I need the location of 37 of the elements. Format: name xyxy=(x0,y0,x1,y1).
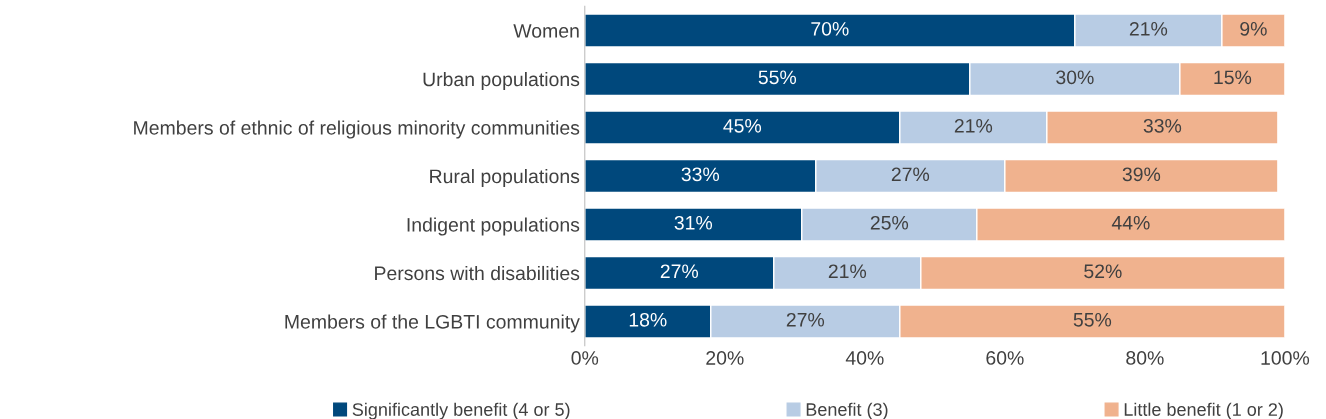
legend-label: Little benefit (1 or 2) xyxy=(1124,402,1283,419)
x-tick-label: 80% xyxy=(1126,351,1164,365)
legend-label: Benefit (3) xyxy=(806,402,888,419)
y-tick-label: Persons with disabilities xyxy=(375,265,580,281)
data-label: 31% xyxy=(674,215,713,230)
y-tick-label: Members of ethnic of religious minority communities xyxy=(134,120,580,139)
data-label: 15% xyxy=(1214,70,1252,85)
y-tick-label: Rural populations xyxy=(430,168,580,188)
data-label: 21% xyxy=(1129,21,1168,36)
data-label: 55% xyxy=(758,70,797,85)
data-label: 27% xyxy=(891,167,930,182)
y-tick-label: Urban populations xyxy=(423,71,580,91)
data-label: 27% xyxy=(786,312,825,327)
data-label: 30% xyxy=(1056,70,1094,85)
data-label: 27% xyxy=(660,264,699,279)
data-label: 55% xyxy=(1073,312,1112,327)
y-tick-label: Women xyxy=(513,24,579,38)
y-tick-label: Members of the LGBTI community xyxy=(285,314,580,333)
data-label: 52% xyxy=(1084,264,1122,279)
data-label: 9% xyxy=(1240,21,1267,36)
data-label: 44% xyxy=(1111,216,1150,230)
data-label: 21% xyxy=(828,264,867,279)
data-label: 33% xyxy=(681,167,720,182)
data-label: 39% xyxy=(1122,167,1161,182)
data-label: 33% xyxy=(1143,118,1182,133)
x-tick-label: 40% xyxy=(845,351,884,365)
y-tick-label: Indigent populations xyxy=(407,217,580,236)
x-tick-label: 20% xyxy=(706,351,744,365)
x-tick-label: 100% xyxy=(1261,351,1310,365)
data-label: 70% xyxy=(811,21,849,36)
x-tick-label: 0% xyxy=(571,351,599,365)
data-label: 21% xyxy=(954,118,993,133)
data-label: 18% xyxy=(629,312,667,327)
data-label: 45% xyxy=(723,119,762,133)
x-tick-label: 60% xyxy=(986,351,1024,365)
data-label: 25% xyxy=(870,215,909,230)
legend-label: Significantly benefit (4 or 5) xyxy=(352,402,570,419)
